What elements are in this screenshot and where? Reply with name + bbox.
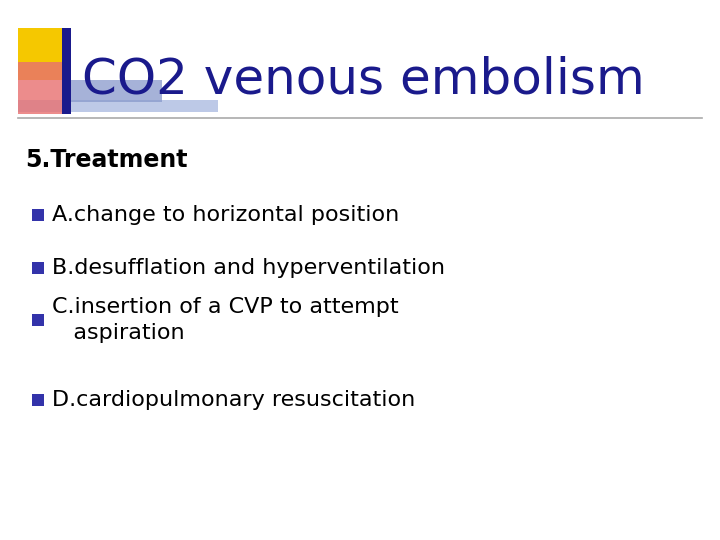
- Text: C.insertion of a CVP to attempt
   aspiration: C.insertion of a CVP to attempt aspirati…: [52, 297, 399, 343]
- Bar: [32, 394, 44, 406]
- Bar: [18, 62, 70, 114]
- Text: 5.Treatment: 5.Treatment: [25, 148, 187, 172]
- Bar: [32, 314, 44, 326]
- Text: A.change to horizontal position: A.change to horizontal position: [52, 205, 400, 225]
- Bar: [62, 80, 162, 102]
- Text: D.cardiopulmonary resuscitation: D.cardiopulmonary resuscitation: [52, 390, 415, 410]
- Bar: [18, 100, 218, 112]
- Text: B.desufflation and hyperventilation: B.desufflation and hyperventilation: [52, 258, 445, 278]
- Bar: [32, 262, 44, 274]
- Bar: [62, 28, 71, 114]
- Bar: [18, 28, 70, 80]
- Text: CO2 venous embolism: CO2 venous embolism: [82, 56, 644, 104]
- Bar: [32, 209, 44, 221]
